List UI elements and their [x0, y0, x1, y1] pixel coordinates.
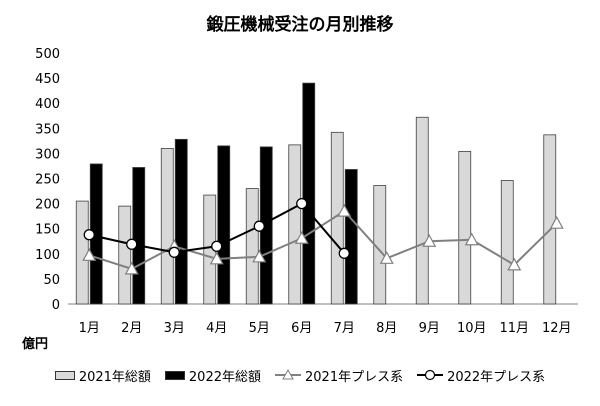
point-marker — [337, 203, 352, 217]
y-tick-label: 250 — [35, 173, 60, 188]
y-tick-label: 100 — [35, 248, 60, 263]
point-marker — [422, 233, 437, 247]
legend-item-2021-press: 2021年プレス系 — [275, 366, 403, 385]
point-marker — [82, 248, 97, 261]
bar — [118, 205, 132, 305]
y-tick-label: 350 — [35, 122, 60, 137]
y-tick-label: 400 — [35, 97, 60, 112]
x-tick-label: 6月 — [291, 321, 312, 336]
legend-swatch-2022-press — [417, 369, 444, 381]
legend-swatch-2021-total — [54, 370, 75, 380]
legend-label-2022-press: 2022年プレス系 — [447, 369, 546, 385]
legend-item-2022-total: 2022年総額 — [164, 366, 261, 385]
point-marker — [252, 249, 267, 263]
legend-item-2022-press: 2022年プレス系 — [417, 366, 545, 385]
x-tick-label: 12月 — [542, 321, 572, 336]
legend: 2021年総額 2022年総額 2021年プレス系 2022年プレス系 — [0, 364, 600, 386]
x-tick-label: 3月 — [164, 321, 185, 336]
bar — [174, 138, 188, 305]
x-tick-label: 7月 — [334, 321, 355, 336]
bar — [132, 167, 146, 305]
bar — [288, 144, 302, 305]
y-axis: 0 50 100 150 200 250 300 350 400 450 500 — [35, 47, 60, 313]
point-marker — [253, 220, 265, 232]
x-tick-label: 10月 — [457, 321, 487, 336]
legend-swatch-2022-total — [164, 370, 185, 380]
point-marker — [507, 257, 522, 271]
legend-label-2021-total: 2021年総額 — [78, 369, 151, 385]
bar — [75, 200, 89, 305]
chart-title: 鍛圧機械受注の月別推移 — [206, 15, 394, 35]
bar — [245, 188, 259, 305]
x-tick-label: 2月 — [121, 321, 142, 336]
y-tick-label: 200 — [35, 198, 60, 213]
x-tick-label: 1月 — [79, 321, 100, 336]
bar — [500, 180, 514, 305]
x-tick-label: 5月 — [249, 321, 270, 336]
bar — [302, 82, 316, 305]
legend-label-2021-press: 2021年プレス系 — [305, 369, 404, 385]
y-tick-label: 500 — [35, 47, 60, 62]
point-marker — [464, 232, 479, 246]
bar — [415, 116, 429, 305]
y-tick-label: 300 — [35, 147, 60, 162]
bar — [543, 134, 557, 305]
point-marker — [296, 197, 308, 210]
legend-label-2022-total: 2022年総額 — [188, 369, 261, 385]
line-layer — [82, 197, 564, 275]
x-axis: 1月 2月 3月 4月 5月 6月 7月 8月 9月 10月 11月 12月 — [68, 303, 578, 336]
point-marker — [211, 240, 223, 252]
bar — [458, 150, 472, 305]
bar-layer — [75, 82, 557, 305]
y-tick-label: 50 — [43, 273, 60, 288]
point-marker — [124, 261, 139, 275]
y-tick-label: 150 — [35, 223, 60, 238]
series-line — [88, 209, 558, 270]
x-tick-label: 11月 — [499, 321, 529, 336]
x-tick-label: 4月 — [206, 321, 227, 336]
y-tick-label: 450 — [35, 72, 60, 87]
point-marker — [168, 246, 180, 258]
point-marker — [338, 247, 350, 259]
bar — [160, 147, 174, 305]
point-marker — [126, 238, 138, 250]
y-tick-label: 0 — [52, 298, 60, 313]
legend-item-2021-total: 2021年総額 — [54, 366, 151, 385]
bar — [330, 131, 344, 305]
legend-swatch-2021-press — [275, 369, 301, 380]
point-marker — [379, 251, 394, 264]
point-marker — [549, 215, 564, 229]
bar — [344, 169, 358, 305]
y-unit-label: 億円 — [22, 337, 49, 352]
x-tick-label: 8月 — [376, 321, 397, 336]
point-marker — [83, 229, 95, 241]
bar — [217, 145, 231, 305]
point-marker — [294, 230, 309, 244]
x-tick-label: 9月 — [419, 321, 440, 336]
point-marker — [209, 251, 224, 265]
